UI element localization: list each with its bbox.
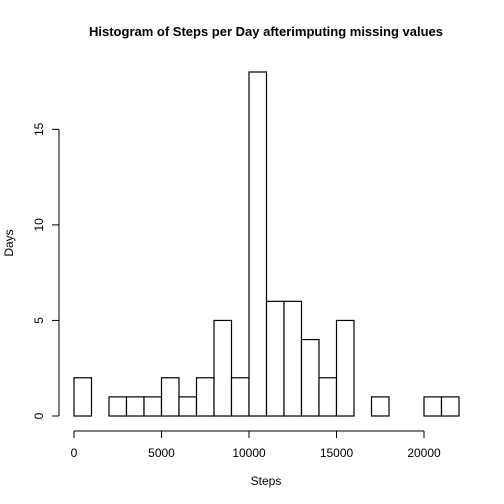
histogram-bar <box>195 377 215 417</box>
y-tick-label: 5 <box>32 317 46 324</box>
histogram-bar <box>108 396 128 417</box>
histogram-bar <box>178 396 198 417</box>
histogram-bar <box>440 396 460 417</box>
x-axis: 0 5000 10000 15000 20000 <box>71 430 441 460</box>
histogram-bar <box>160 377 180 417</box>
histogram-bar <box>248 71 268 417</box>
histogram-bar <box>125 396 145 417</box>
y-tick-label: 0 <box>32 412 46 419</box>
x-tick-label: 15000 <box>320 446 354 460</box>
x-tick-label: 20000 <box>407 446 441 460</box>
y-axis: 0 5 10 15 <box>32 122 60 419</box>
histogram-bar <box>318 377 338 417</box>
histogram-bar <box>300 338 320 417</box>
x-tick-label: 10000 <box>232 446 266 460</box>
histogram-bar <box>423 396 443 417</box>
histogram-bar <box>265 300 285 417</box>
bars-group <box>73 71 460 417</box>
x-tick-label: 0 <box>71 446 78 460</box>
histogram-bar <box>370 396 390 417</box>
histogram-bar <box>230 377 250 417</box>
histogram-bar <box>143 396 163 417</box>
histogram-bar <box>335 319 355 417</box>
y-axis-label: Days <box>2 229 16 256</box>
histogram-bar <box>283 300 303 417</box>
y-tick-label: 10 <box>32 218 46 232</box>
x-tick-label: 5000 <box>148 446 175 460</box>
y-tick-label: 15 <box>32 122 46 136</box>
chart-title: Histogram of Steps per Day afterimputing… <box>89 24 443 39</box>
x-axis-label: Steps <box>251 474 282 488</box>
histogram-bar <box>73 377 93 417</box>
histogram-bar <box>213 319 233 417</box>
